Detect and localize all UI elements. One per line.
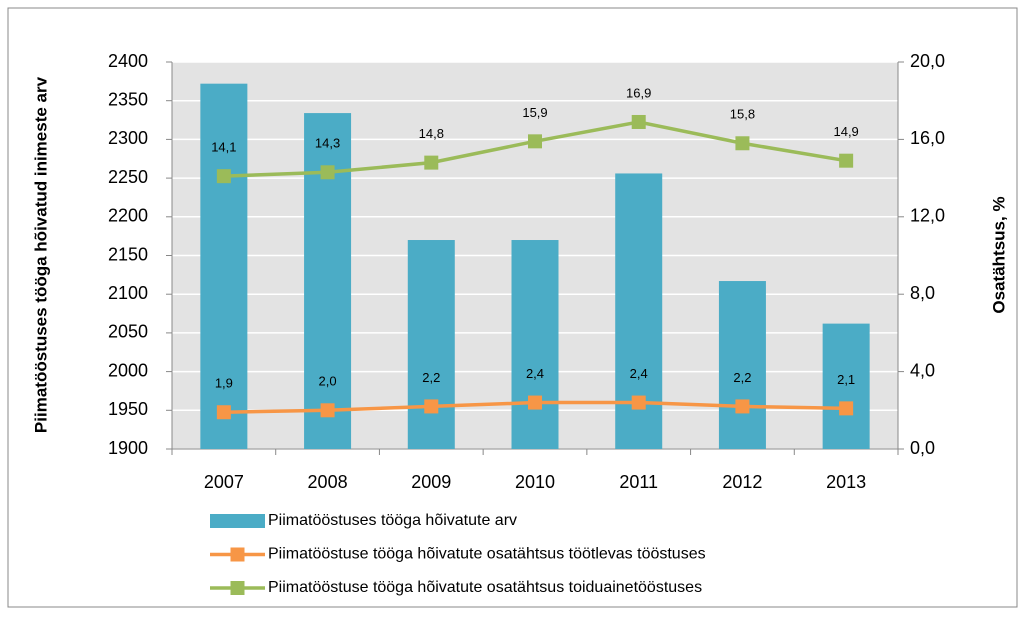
marker: [839, 401, 854, 416]
data-label: 2,0: [319, 374, 337, 389]
data-label: 15,9: [522, 105, 547, 120]
x-tick-label: 2009: [411, 472, 451, 492]
bar: [200, 83, 248, 449]
y2-tick-label: 0,0: [910, 438, 935, 458]
marker: [631, 114, 646, 129]
x-tick-label: 2007: [204, 472, 244, 492]
y-tick-label: 2200: [108, 206, 148, 226]
data-label: 2,2: [422, 370, 440, 385]
marker: [839, 153, 854, 168]
legend-swatch: [210, 514, 265, 528]
y-tick-label: 2400: [108, 51, 148, 71]
legend-marker: [230, 547, 245, 562]
data-label: 2,2: [733, 370, 751, 385]
y2-tick-label: 16,0: [910, 128, 945, 148]
marker: [216, 169, 231, 184]
data-label: 14,8: [419, 126, 444, 141]
legend-marker: [230, 581, 245, 595]
y-tick-label: 2250: [108, 167, 148, 187]
marker: [424, 155, 439, 170]
y-axis-label: Piimatööstuses tööga hõivatud inimeste a…: [31, 76, 50, 433]
bar: [822, 323, 870, 449]
legend-label: Piimatööstuse tööga hõivatute osatähtsus…: [268, 579, 702, 596]
x-tick-label: 2012: [722, 472, 762, 492]
y-tick-label: 2350: [108, 89, 148, 109]
legend-label: Piimatööstuses tööga hõivatute arv: [268, 512, 517, 529]
data-label: 2,1: [837, 372, 855, 387]
data-label: 14,3: [315, 136, 340, 151]
y-tick-label: 2150: [108, 244, 148, 264]
data-label: 16,9: [626, 85, 651, 100]
y-tick-label: 2000: [108, 360, 148, 380]
x-tick-label: 2011: [619, 472, 658, 492]
bar: [304, 113, 352, 450]
y-tick-label: 2050: [108, 322, 148, 342]
marker: [528, 395, 542, 410]
x-tick-label: 2008: [308, 472, 348, 492]
marker: [424, 399, 439, 414]
y-tick-label: 2100: [108, 283, 148, 303]
y-tick-label: 1900: [108, 438, 148, 458]
y2-tick-label: 20,0: [910, 51, 945, 71]
marker: [320, 165, 335, 180]
legend-label: Piimatööstuse tööga hõivatute osatähtsus…: [268, 546, 706, 563]
data-label: 14,9: [833, 124, 858, 139]
bar: [407, 240, 455, 449]
bar: [718, 281, 766, 449]
data-label: 1,9: [215, 376, 233, 391]
marker: [631, 395, 646, 410]
y-tick-label: 1950: [108, 399, 148, 419]
marker: [216, 405, 231, 420]
marker: [735, 136, 750, 151]
data-label: 2,4: [526, 366, 544, 381]
y2-tick-label: 12,0: [910, 206, 945, 226]
data-label: 15,8: [730, 107, 755, 122]
marker: [320, 403, 335, 418]
bar: [511, 240, 559, 449]
marker: [528, 134, 542, 149]
x-tick-label: 2013: [826, 472, 866, 492]
y-tick-label: 2300: [108, 128, 148, 148]
data-label: 2,4: [630, 366, 648, 381]
y2-tick-label: 8,0: [910, 283, 935, 303]
marker: [735, 399, 750, 414]
y2-tick-label: 4,0: [910, 360, 935, 380]
y2-axis-label: Osatähtsus, %: [989, 196, 1008, 313]
x-tick-label: 2010: [515, 472, 555, 492]
data-label: 14,1: [211, 140, 236, 155]
